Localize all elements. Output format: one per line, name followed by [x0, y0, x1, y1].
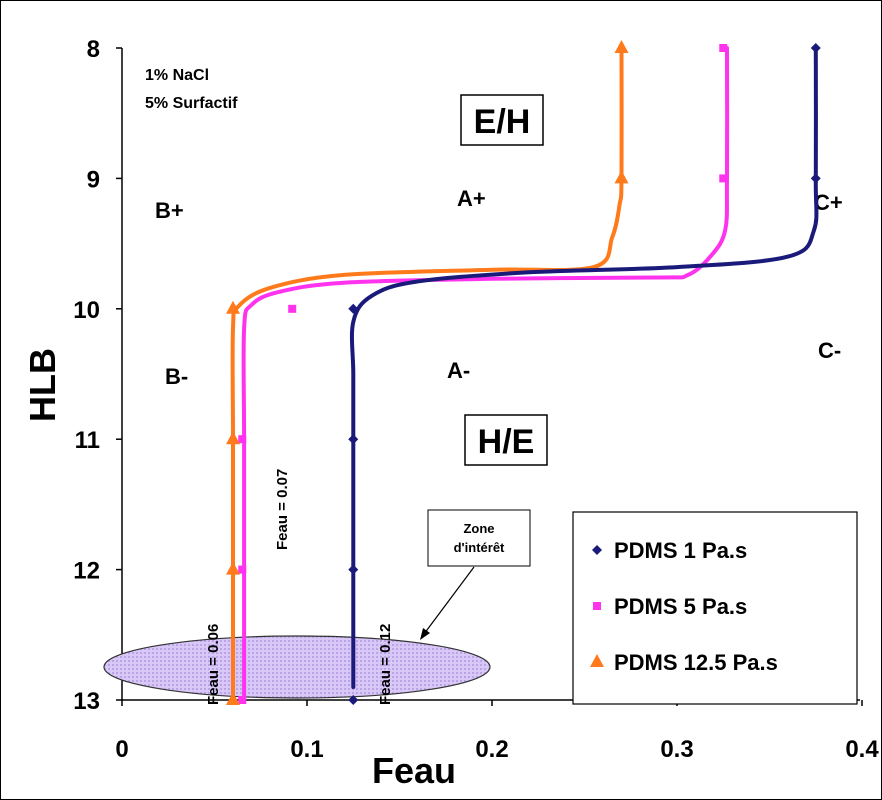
conditions-nacl: 1% NaCl	[145, 67, 209, 84]
y-tick-label: 12	[73, 558, 100, 585]
zone-label-box	[427, 509, 531, 567]
conditions-surfactant: 5% Surfactif	[145, 95, 238, 112]
eh-box-label: E/H	[474, 103, 531, 141]
data-point-series-1	[810, 43, 821, 53]
data-point-series-3	[226, 561, 240, 575]
he-box	[464, 414, 548, 466]
feau-006-label: Feau = 0.06	[205, 624, 222, 705]
legend: PDMS 1 Pa.s PDMS 5 Pa.s PDMS 12.5 Pa.s	[590, 538, 778, 675]
series-line-2	[241, 46, 730, 702]
data-point-series-2	[238, 565, 247, 574]
feau-012-label: Feau = 0.12	[377, 624, 394, 705]
region-a-plus: A+	[457, 186, 486, 211]
y-tick-label: 9	[87, 166, 100, 193]
region-a-minus: A-	[447, 358, 470, 383]
region-c-plus: C+	[814, 190, 843, 215]
series-markers	[226, 40, 821, 705]
data-point-series-1	[348, 434, 359, 445]
region-b-plus: B+	[155, 198, 184, 223]
x-axis-label: Feau	[372, 750, 456, 791]
y-axis-label: HLB	[22, 348, 63, 422]
data-point-series-3	[226, 300, 240, 314]
zone-ellipse	[103, 635, 491, 699]
eh-box	[460, 94, 544, 146]
data-point-series-2	[719, 174, 728, 183]
x-tick-label: 0.3	[660, 736, 693, 763]
y-tick-label: 13	[73, 688, 100, 715]
legend-marker-1	[592, 545, 602, 555]
x-tick-label: 0.1	[290, 736, 323, 763]
data-point-series-3	[226, 431, 240, 445]
legend-label-1: PDMS 1 Pa.s	[614, 538, 747, 563]
x-axis-label-main: Feau	[372, 750, 456, 791]
zone-label-line1: Zone	[463, 521, 494, 536]
y-tick-label: 10	[73, 297, 100, 324]
x-tick-group: 0 0.1 0.2 0.3 0.4	[115, 700, 879, 763]
legend-label-2: PDMS 5 Pa.s	[614, 594, 747, 619]
data-point-series-3	[226, 692, 240, 705]
data-point-series-2	[238, 435, 247, 444]
y-tick-label: 11	[75, 427, 100, 454]
series-curves	[230, 46, 819, 702]
series-line-1	[349, 46, 819, 689]
zone-arrow-head	[420, 628, 430, 640]
legend-label-3: PDMS 12.5 Pa.s	[614, 650, 778, 675]
zone-label-line2: d'intérêt	[454, 540, 505, 555]
zone-arrow-line	[423, 566, 475, 635]
data-point-series-1	[348, 695, 359, 705]
x-tick-label: 0	[115, 736, 128, 763]
region-b-minus: B-	[165, 364, 188, 389]
legend-marker-2	[593, 602, 601, 610]
x-tick-label: 0.2	[475, 736, 508, 763]
data-point-series-2	[238, 696, 247, 704]
feau-007-label: Feau = 0.07	[274, 469, 291, 550]
y-tick-group: 8 9 10 11 12 13	[73, 36, 122, 715]
data-point-series-2	[288, 304, 297, 313]
region-c-minus: C-	[818, 338, 841, 363]
data-point-series-2	[719, 44, 728, 52]
data-point-series-3	[614, 40, 629, 53]
data-point-series-3	[614, 170, 629, 184]
legend-marker-3	[590, 654, 604, 667]
series-line-3	[230, 46, 624, 702]
he-box-label: H/E	[478, 423, 535, 461]
x-tick-label: 0.4	[845, 736, 879, 763]
data-point-series-1	[810, 173, 821, 184]
data-point-series-1	[348, 303, 359, 314]
legend-box	[572, 511, 858, 705]
data-point-series-1	[348, 564, 359, 575]
y-tick-label: 8	[87, 36, 100, 63]
